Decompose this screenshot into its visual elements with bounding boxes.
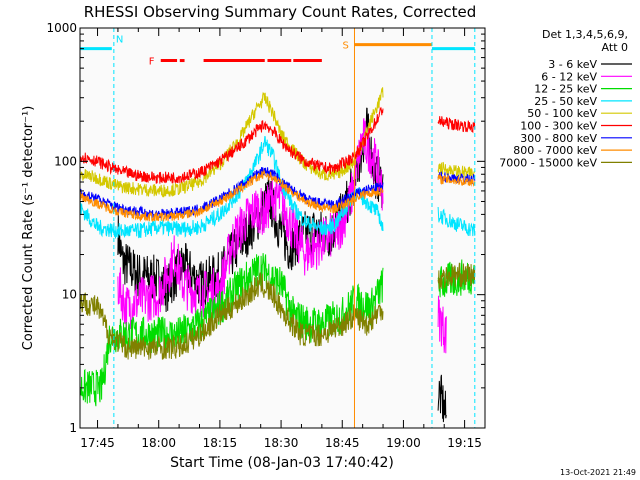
series-line-8 — [437, 262, 476, 290]
legend-title: Att 0 — [602, 41, 628, 54]
series-line-8 — [79, 272, 384, 360]
x-tick-label: 19:00 — [386, 436, 421, 450]
series-layer — [79, 87, 476, 423]
series-line-1 — [117, 118, 384, 331]
series-line-0 — [437, 374, 447, 423]
flag-F-label: F — [149, 57, 155, 68]
legend-entry-label: 50 - 100 keV — [527, 107, 597, 120]
chart-title: RHESSI Observing Summary Count Rates, Co… — [84, 3, 477, 21]
legend-entry-label: 300 - 800 keV — [520, 132, 597, 145]
series-line-4 — [437, 161, 476, 179]
series-line-3 — [79, 135, 384, 239]
x-axis: 17:45 18:00 18:15 18:30 18:45 19:00 19:15 — [80, 28, 486, 450]
y-tick-label: 1 — [69, 421, 77, 435]
flag-S-label: S — [342, 41, 348, 52]
vertical-markers-layer — [113, 28, 476, 428]
series-line-7 — [437, 173, 476, 188]
x-tick-label: 18:00 — [141, 436, 176, 450]
legend-entry-label: 100 - 300 keV — [520, 120, 597, 133]
x-tick-label: 18:30 — [264, 436, 299, 450]
y-axis-label: Corrected Count Rate (s⁻¹ detector⁻¹) — [21, 106, 36, 351]
plot-frame — [79, 27, 486, 429]
x-axis-label: Start Time (08-Jan-03 17:40:42) — [170, 455, 394, 471]
legend-entry-label: 25 - 50 keV — [534, 95, 597, 108]
plot-area — [80, 28, 485, 428]
y-axis: 1 10 100 1000 — [46, 21, 485, 435]
series-line-5 — [437, 116, 476, 134]
series-line-1 — [437, 295, 447, 354]
y-tick-label: 10 — [62, 288, 77, 302]
legend-entry-label: 7000 - 15000 keV — [499, 156, 597, 169]
y-tick-label: 1000 — [46, 21, 77, 35]
series-line-3 — [437, 206, 476, 237]
series-line-5 — [79, 106, 384, 184]
legend-entry-label: 800 - 7000 keV — [513, 144, 597, 157]
legend-entry-label: 6 - 12 keV — [541, 70, 597, 83]
flag-N-label: N — [116, 35, 123, 46]
timestamp: 13-Oct-2021 21:49 — [560, 468, 636, 477]
x-tick-label: 18:15 — [203, 436, 238, 450]
legend-title: Det 1,3,4,5,6,9, — [542, 28, 628, 41]
series-line-7 — [79, 168, 384, 223]
flags-layer: N F S — [80, 35, 475, 68]
legend-entry-label: 3 - 6 keV — [548, 58, 597, 71]
y-tick-label: 100 — [54, 154, 77, 168]
x-tick-label: 17:45 — [80, 436, 115, 450]
x-tick-label: 18:45 — [325, 436, 360, 450]
x-tick-label: 19:15 — [447, 436, 482, 450]
legend-entry-label: 12 - 25 keV — [534, 83, 597, 96]
